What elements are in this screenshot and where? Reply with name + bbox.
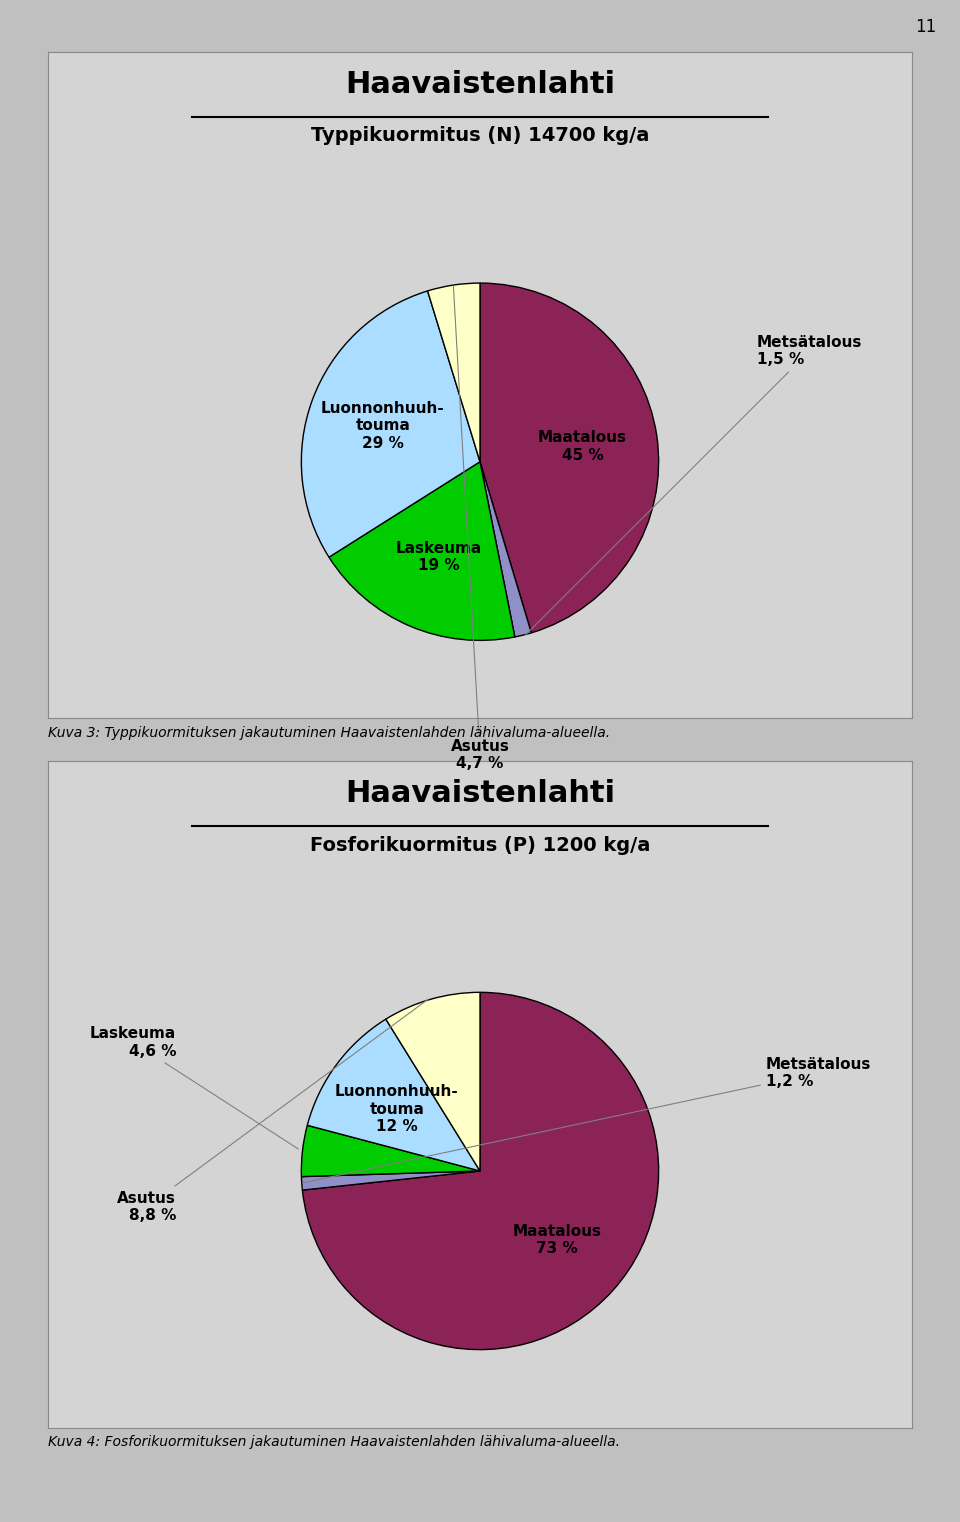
Wedge shape [427,283,480,461]
Text: Luonnonhuuh-
touma
29 %: Luonnonhuuh- touma 29 % [321,400,444,451]
Wedge shape [386,992,480,1170]
Text: Fosforikuormitus (P) 1200 kg/a: Fosforikuormitus (P) 1200 kg/a [310,836,650,854]
Text: Metsätalous
1,5 %: Metsätalous 1,5 % [525,335,862,635]
Text: Maatalous
73 %: Maatalous 73 % [513,1224,602,1257]
Wedge shape [307,1020,480,1170]
Text: Laskeuma
4,6 %: Laskeuma 4,6 % [90,1026,299,1149]
Text: Laskeuma
19 %: Laskeuma 19 % [396,540,482,574]
Text: Maatalous
45 %: Maatalous 45 % [538,431,627,463]
Text: Haavaistenlahti: Haavaistenlahti [345,70,615,99]
Wedge shape [301,1170,480,1190]
Text: Asutus
4,7 %: Asutus 4,7 % [450,286,510,772]
Wedge shape [480,283,659,633]
Text: Metsätalous
1,2 %: Metsätalous 1,2 % [302,1056,872,1183]
Wedge shape [301,1125,480,1177]
Text: 11: 11 [915,18,936,37]
Text: Kuva 4: Fosforikuormituksen jakautuminen Haavaistenlahden lähivaluma-alueella.: Kuva 4: Fosforikuormituksen jakautuminen… [48,1435,620,1449]
Wedge shape [301,291,480,557]
Text: Typpikuormitus (N) 14700 kg/a: Typpikuormitus (N) 14700 kg/a [311,126,649,145]
Text: Haavaistenlahti: Haavaistenlahti [345,779,615,808]
Wedge shape [302,992,659,1350]
Wedge shape [480,461,531,636]
Wedge shape [329,461,515,641]
Text: Kuva 3: Typpikuormituksen jakautuminen Haavaistenlahden lähivaluma-alueella.: Kuva 3: Typpikuormituksen jakautuminen H… [48,726,611,740]
Text: Asutus
8,8 %: Asutus 8,8 % [117,998,428,1222]
Text: Luonnonhuuh-
touma
12 %: Luonnonhuuh- touma 12 % [335,1085,459,1134]
